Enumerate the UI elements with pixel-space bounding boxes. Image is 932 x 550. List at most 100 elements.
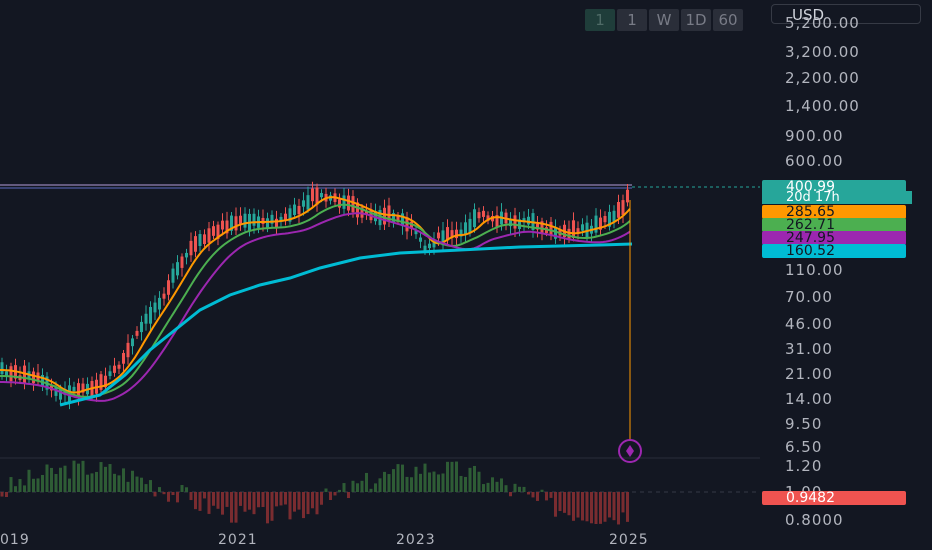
candle-body — [122, 353, 125, 364]
indicator-bar — [531, 492, 535, 498]
indicator-bar — [135, 476, 139, 492]
candle-body — [216, 224, 220, 239]
indicator-bar — [203, 492, 206, 499]
indicator-bar — [108, 464, 112, 492]
indicator-bar — [558, 492, 562, 512]
candle-body — [180, 256, 184, 268]
indicator-bar — [72, 460, 76, 492]
candle-body — [603, 215, 607, 223]
indicator-bar — [14, 486, 17, 492]
candle-body — [626, 189, 629, 203]
timeframe-60-button[interactable]: 60 — [713, 9, 743, 31]
indicator-bar — [423, 463, 427, 492]
indicator-bar — [18, 479, 22, 492]
price-axis-label: 14.00 — [785, 390, 833, 408]
timeframe-1-button[interactable]: 1 — [585, 9, 615, 31]
timeframe-1b-button[interactable]: 1 — [617, 9, 647, 31]
candle-body — [486, 215, 490, 221]
candle-body — [207, 228, 211, 243]
indicator-bar — [545, 492, 548, 501]
indicator-bar — [225, 492, 229, 507]
indicator-bar — [401, 464, 404, 492]
timeframe-w-button[interactable]: W — [649, 9, 679, 31]
indicator-bar — [387, 474, 391, 492]
price-axis-label: 2,200.00 — [785, 69, 860, 87]
candle-body — [432, 239, 436, 248]
indicator-bar — [153, 492, 157, 497]
indicator-bar — [540, 489, 544, 492]
candle-body — [117, 364, 121, 369]
indicator-pane — [0, 460, 760, 525]
price-axis-label: 21.00 — [785, 365, 833, 383]
price-axis-label: 900.00 — [785, 127, 844, 145]
event-marker — [618, 200, 642, 463]
bar-countdown: 20d 17h — [762, 191, 912, 204]
indicator-bar — [608, 492, 611, 518]
indicator-bar — [414, 466, 418, 492]
moving-averages — [0, 196, 633, 407]
x-label-2019: 019 — [0, 532, 30, 548]
indicator-bar — [428, 472, 431, 492]
candle-body — [621, 200, 625, 216]
candle-body — [351, 196, 355, 213]
candle-body — [113, 365, 116, 373]
indicator-bar — [432, 471, 436, 492]
indicator-bar — [131, 470, 134, 492]
candle-body — [176, 262, 179, 276]
candle-body — [239, 215, 242, 225]
candle-body — [342, 195, 346, 209]
indicator-bar — [275, 492, 278, 507]
x-label-2025: 2025 — [609, 532, 649, 548]
indicator-bar — [459, 475, 463, 492]
candle-body — [284, 213, 287, 222]
timeframe-1d-button[interactable]: 1D — [681, 9, 711, 31]
indicator-bar — [230, 492, 233, 523]
candle-body — [108, 371, 112, 377]
candle-body — [450, 230, 454, 238]
indicator-bar — [176, 492, 179, 503]
candle-body — [549, 221, 553, 235]
indicator-bar — [216, 492, 220, 509]
indicator-bar — [581, 492, 584, 521]
indicator-bar — [473, 465, 476, 492]
candle-body — [396, 216, 400, 222]
indicator-bar — [257, 492, 260, 508]
candle-body — [468, 218, 472, 234]
indicator-bar — [45, 464, 49, 492]
candle-body — [495, 215, 499, 228]
indicator-bar — [144, 484, 148, 492]
candle-body — [356, 202, 359, 218]
candle-body — [302, 200, 305, 207]
indicator-bar — [324, 488, 328, 492]
indicator-bar — [297, 492, 301, 510]
currency-selector[interactable]: USD — [771, 4, 921, 24]
marker-ring — [618, 439, 642, 463]
candle-body — [270, 214, 274, 224]
indicator-bar — [590, 492, 593, 524]
price-axis-label: 9.50 — [785, 415, 823, 433]
indicator-bar — [383, 471, 386, 492]
candle-body — [387, 205, 391, 221]
candle-body — [581, 224, 584, 231]
indicator-bar — [113, 473, 116, 492]
candle-body — [81, 383, 85, 393]
candle-body — [230, 215, 233, 231]
indicator-bar — [239, 492, 242, 506]
candle-body — [9, 366, 13, 382]
indicator-bar — [9, 477, 13, 492]
candle-body — [140, 321, 143, 333]
indicator-bar — [167, 492, 170, 502]
candle-body — [572, 220, 575, 238]
indicator-bar — [140, 477, 143, 492]
indicator-bar — [198, 492, 202, 511]
indicator-bar — [279, 492, 283, 506]
candle-body — [414, 230, 418, 235]
indicator-bar — [441, 473, 445, 492]
candle-body — [612, 210, 616, 222]
candle-body — [306, 195, 310, 210]
price-axis-label: 110.00 — [785, 261, 844, 279]
indicator-bar — [599, 492, 602, 524]
indicator-bar — [149, 480, 152, 492]
candle-body — [5, 371, 8, 377]
